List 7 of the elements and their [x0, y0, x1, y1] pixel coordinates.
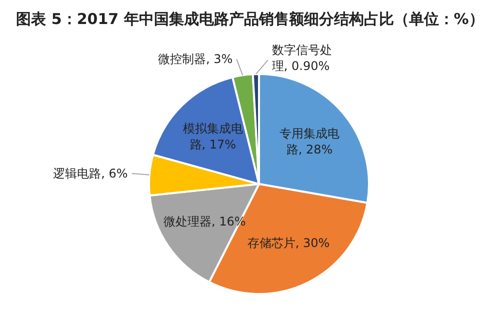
chart-title: 图表 5：2017 年中国集成电路产品销售额细分结构占比（单位：%）: [16, 10, 484, 28]
slice-label: 模拟集成电路, 17%: [182, 122, 243, 152]
slice-label: 逻辑电路, 6%: [53, 166, 128, 180]
slice-label: 微控制器, 3%: [158, 52, 233, 66]
slice-label: 数字信号处理, 0.90%: [272, 43, 332, 74]
slice-label: 专用集成电路, 28%: [280, 126, 340, 157]
slice-label: 存储芯片, 30%: [247, 236, 330, 250]
